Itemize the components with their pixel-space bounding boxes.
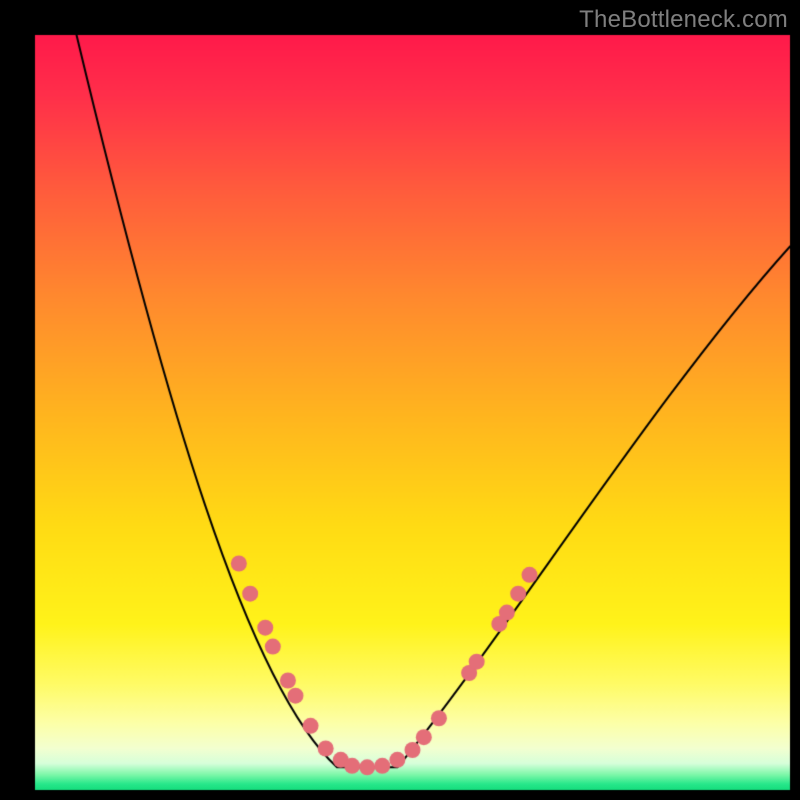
- bottleneck-curve-chart: [0, 0, 800, 800]
- watermark-text: TheBottleneck.com: [579, 6, 788, 34]
- chart-stage: TheBottleneck.com: [0, 0, 800, 800]
